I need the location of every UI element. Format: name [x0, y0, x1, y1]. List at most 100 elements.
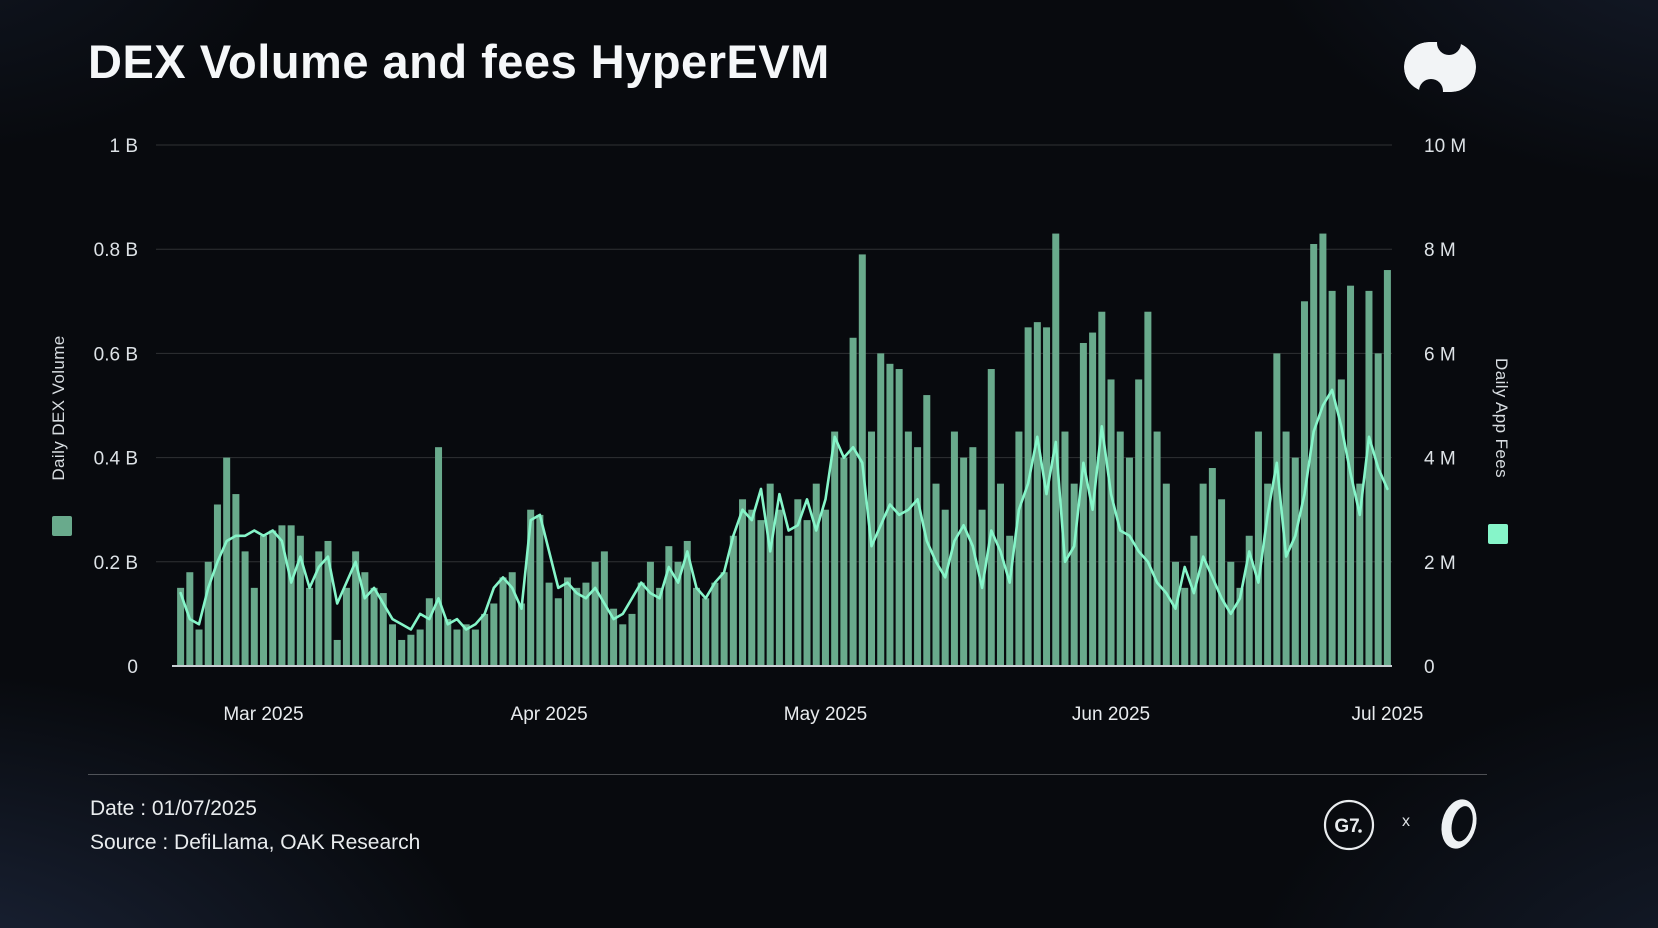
- volume-bar: [250, 587, 258, 666]
- volume-bar: [388, 624, 396, 666]
- volume-bar: [573, 587, 581, 666]
- volume-bar: [591, 561, 599, 666]
- volume-bar: [619, 624, 627, 666]
- volume-bar: [702, 598, 710, 666]
- volume-bar: [868, 431, 876, 666]
- volume-bar: [1024, 327, 1032, 666]
- right-axis-title: Daily App Fees: [1492, 358, 1511, 478]
- volume-bar: [600, 551, 608, 666]
- left-axis-tick: 1 B: [109, 136, 138, 157]
- volume-bar: [766, 483, 774, 666]
- right-axis-tick: 4 M: [1424, 449, 1456, 470]
- volume-bar: [840, 457, 848, 666]
- volume-bar: [831, 431, 839, 666]
- left-axis-tick: 0.2 B: [94, 553, 138, 574]
- hyperliquid-logo-mark: [1404, 42, 1476, 92]
- volume-bar: [333, 639, 341, 666]
- volume-bar: [1374, 353, 1382, 666]
- volume-bar: [1033, 322, 1041, 666]
- partner-ring-logo: [1430, 795, 1488, 858]
- volume-bar: [1181, 587, 1189, 666]
- volume-bar: [711, 582, 719, 666]
- volume-bar: [1199, 483, 1207, 666]
- volume-bar: [1043, 327, 1051, 666]
- x-axis-tick: Mar 2025: [223, 704, 303, 725]
- volume-bar: [508, 572, 516, 666]
- volume-bar: [306, 587, 314, 666]
- volume-bar: [370, 587, 378, 666]
- x-axis-tick: Apr 2025: [511, 704, 588, 725]
- volume-bar: [821, 509, 829, 666]
- volume-bar: [1218, 499, 1226, 666]
- volume-bar: [564, 577, 572, 666]
- right-axis-tick: 8 M: [1424, 240, 1456, 261]
- footer-divider: [88, 774, 1487, 775]
- volume-bar: [1319, 233, 1327, 666]
- volume-bar: [1383, 270, 1391, 666]
- volume-bar: [646, 561, 654, 666]
- volume-bar: [923, 395, 931, 666]
- volume-legend-swatch: [52, 516, 72, 536]
- volume-bar: [969, 447, 977, 666]
- volume-bar: [628, 613, 636, 666]
- x-axis-tick: Jul 2025: [1351, 704, 1423, 725]
- volume-bar: [941, 509, 949, 666]
- volume-bar: [674, 561, 682, 666]
- volume-bar: [342, 587, 350, 666]
- volume-bar: [729, 535, 737, 666]
- volume-bar: [1162, 483, 1170, 666]
- volume-bar: [1098, 311, 1106, 666]
- volume-bar: [1144, 311, 1152, 666]
- volume-bar: [1172, 561, 1180, 666]
- volume-bar: [241, 551, 249, 666]
- right-axis-tick: 0: [1424, 657, 1435, 678]
- page-title: DEX Volume and fees HyperEVM: [88, 35, 830, 88]
- volume-bar: [296, 535, 304, 666]
- volume-bar: [785, 535, 793, 666]
- volume-bar: [987, 369, 995, 666]
- volume-bar: [610, 608, 618, 666]
- volume-bar: [1208, 468, 1216, 666]
- volume-bar: [637, 582, 645, 666]
- fees-legend-swatch: [1488, 524, 1508, 544]
- right-axis-tick: 6 M: [1424, 344, 1456, 365]
- volume-bar: [527, 509, 535, 666]
- volume-bar: [416, 629, 424, 666]
- volume-bar: [425, 598, 433, 666]
- volume-bar: [914, 447, 922, 666]
- volume-bar: [895, 369, 903, 666]
- volume-bar: [996, 483, 1004, 666]
- right-axis-tick: 10 M: [1424, 136, 1466, 157]
- volume-bar: [1291, 457, 1299, 666]
- volume-bar: [407, 634, 415, 666]
- footer-source: Source : DefiLlama, OAK Research: [90, 831, 421, 854]
- volume-bar: [1006, 535, 1014, 666]
- volume-bar: [1070, 483, 1078, 666]
- volume-bar: [545, 582, 553, 666]
- volume-bar: [683, 540, 691, 666]
- x-separator: x: [1402, 813, 1410, 830]
- volume-bar: [223, 457, 231, 666]
- volume-bar: [950, 431, 958, 666]
- volume-bar: [315, 551, 323, 666]
- volume-bar: [278, 525, 286, 666]
- partner-ring-logo-mark: [1441, 799, 1477, 849]
- volume-bar: [849, 337, 857, 666]
- volume-bar: [1310, 243, 1318, 667]
- volume-bar: [1264, 483, 1272, 666]
- volume-bar: [1245, 535, 1253, 666]
- volume-bar: [757, 520, 765, 666]
- volume-bar: [490, 603, 498, 666]
- volume-bar: [379, 593, 387, 666]
- volume-bar: [471, 629, 479, 666]
- volume-bar: [692, 587, 700, 666]
- volume-bar: [260, 535, 268, 666]
- x-axis-tick: Jun 2025: [1072, 704, 1150, 725]
- volume-bar: [1079, 342, 1087, 666]
- volume-bar: [656, 587, 664, 666]
- left-axis-tick: 0.4 B: [94, 449, 138, 470]
- volume-bar: [499, 577, 507, 666]
- x-axis-tick: May 2025: [784, 704, 867, 725]
- volume-bar: [665, 546, 673, 666]
- left-axis-tick: 0.6 B: [94, 344, 138, 365]
